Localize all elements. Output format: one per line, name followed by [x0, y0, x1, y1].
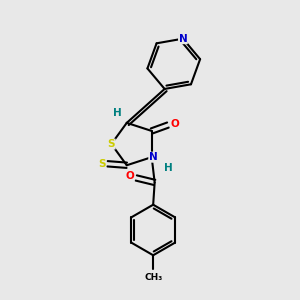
- Text: N: N: [178, 34, 187, 44]
- Text: O: O: [125, 171, 134, 181]
- Text: H: H: [113, 108, 122, 118]
- Text: S: S: [108, 139, 115, 149]
- Text: N: N: [149, 152, 158, 162]
- Text: H: H: [164, 163, 172, 172]
- Text: O: O: [170, 118, 179, 128]
- Text: S: S: [98, 159, 106, 169]
- Text: CH₃: CH₃: [144, 273, 162, 282]
